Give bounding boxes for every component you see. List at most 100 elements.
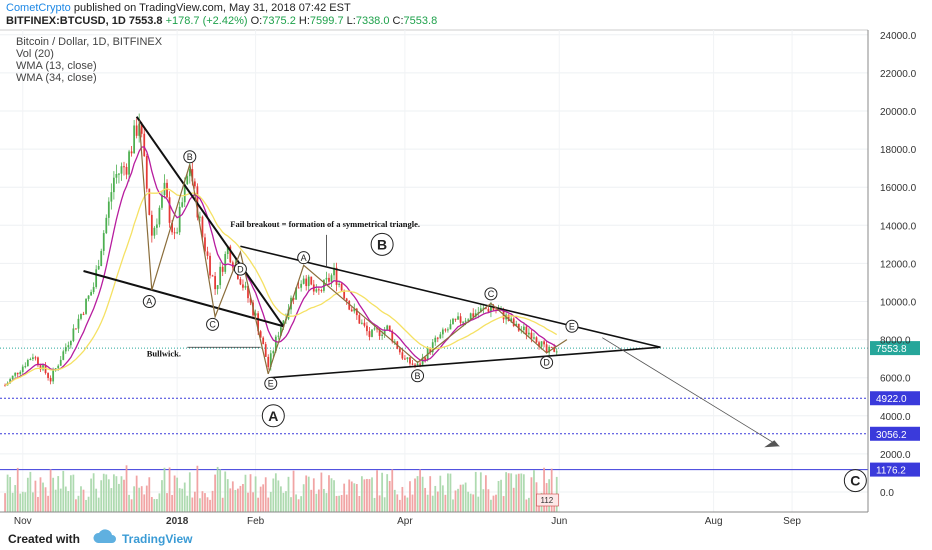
candle-body: [221, 266, 224, 272]
candle-body: [535, 337, 538, 343]
candle-body: [484, 307, 487, 309]
price-change: +178.7 (+2.42%): [165, 15, 248, 27]
volume-bar: [52, 477, 55, 512]
candle-body: [277, 335, 280, 337]
candle-body: [262, 337, 265, 345]
volume-bar: [368, 479, 371, 512]
wave-label-circle: [264, 376, 278, 390]
volume-bar: [252, 492, 254, 512]
volume-bar: [166, 493, 168, 512]
candle-body: [307, 276, 310, 287]
volume-bar: [234, 489, 237, 512]
volume-bar: [173, 475, 176, 512]
volume-bar: [120, 476, 123, 512]
author-link[interactable]: CometCrypto: [6, 2, 71, 14]
tradingview-cloud-icon: [92, 529, 118, 548]
candle-body: [317, 289, 320, 291]
level-tag: [870, 462, 920, 477]
volume-bar: [492, 495, 495, 512]
volume-bar: [128, 494, 130, 512]
volume-bar: [373, 497, 376, 512]
volume-bar: [280, 486, 282, 512]
candle-body: [462, 321, 464, 323]
volume-bar: [87, 496, 90, 512]
volume-bar: [360, 476, 363, 512]
candle-body: [274, 336, 277, 352]
volume-bar: [26, 477, 29, 512]
volume-bars: [4, 465, 558, 512]
wave-label: A: [301, 253, 307, 263]
volume-bar: [163, 467, 166, 512]
candle-body: [138, 123, 141, 136]
candle-body: [259, 331, 262, 338]
candle-body: [388, 325, 391, 331]
candle-body: [381, 334, 384, 336]
volume-bar: [515, 474, 518, 512]
candle-body: [287, 309, 290, 319]
candle-body: [26, 359, 29, 367]
candle-body: [472, 313, 475, 317]
y-tick-label: 12000.0: [880, 259, 917, 270]
candle-body: [482, 307, 485, 309]
candle-body: [302, 278, 305, 284]
low-value: 7338.0: [355, 15, 390, 27]
candle-body: [171, 222, 173, 233]
candle-body: [219, 266, 222, 286]
open-label: O:: [250, 15, 263, 27]
level-label: 3056.2: [876, 430, 907, 441]
volume-bar: [107, 479, 110, 512]
level-label: 1176.2: [876, 466, 906, 477]
volume-bar: [267, 497, 270, 512]
close-value: 7553.8: [403, 15, 438, 27]
volume-bar: [32, 492, 34, 512]
volume-bar: [214, 474, 216, 512]
candle-body: [492, 307, 495, 310]
candle-body: [105, 217, 108, 234]
candle-body: [444, 329, 447, 331]
volume-bar: [495, 494, 497, 512]
candle-body: [92, 286, 95, 293]
triangle-upper-line: [240, 245, 661, 348]
volume-bar: [100, 480, 103, 512]
volume-bar: [396, 494, 399, 512]
volume-bar: [72, 474, 75, 512]
candle-body: [429, 348, 432, 353]
candle-body: [67, 345, 70, 348]
volume-bar: [330, 478, 333, 512]
drawings: [83, 116, 780, 448]
candle-body: [87, 295, 90, 299]
candle-body: [431, 342, 434, 353]
volume-bar: [282, 492, 285, 512]
candle-body: [512, 318, 515, 326]
candle-body: [211, 275, 214, 277]
volume-bar: [262, 484, 265, 512]
volume-bar: [34, 480, 37, 512]
volume-bar: [297, 499, 300, 512]
publish-line: CometCrypto published on TradingView.com…: [6, 2, 351, 14]
volume-bar: [550, 468, 553, 512]
candle-body: [525, 326, 528, 335]
wave-label-circle: [565, 319, 579, 333]
candle-body: [280, 327, 282, 336]
volume-bar: [530, 477, 533, 512]
y-tick-label: 0.0: [880, 488, 894, 499]
candle-body: [340, 283, 343, 291]
candle-body: [193, 181, 196, 187]
volume-bar: [176, 477, 179, 512]
tradingview-brand[interactable]: TradingView: [122, 532, 193, 546]
volume-bar: [421, 476, 424, 512]
candle-body: [128, 151, 130, 175]
volume-bar: [409, 481, 411, 512]
candle-body: [355, 308, 358, 316]
candle-body: [366, 325, 368, 332]
volume-bar: [254, 476, 257, 512]
volume-bar: [343, 483, 346, 512]
current-price-tag: [870, 341, 920, 356]
candle-body: [338, 283, 340, 285]
volume-bar: [133, 486, 136, 512]
candle-body: [441, 329, 444, 335]
volume-bar: [292, 470, 295, 512]
wave-label-circle: [411, 369, 425, 383]
volume-bar: [285, 491, 287, 512]
